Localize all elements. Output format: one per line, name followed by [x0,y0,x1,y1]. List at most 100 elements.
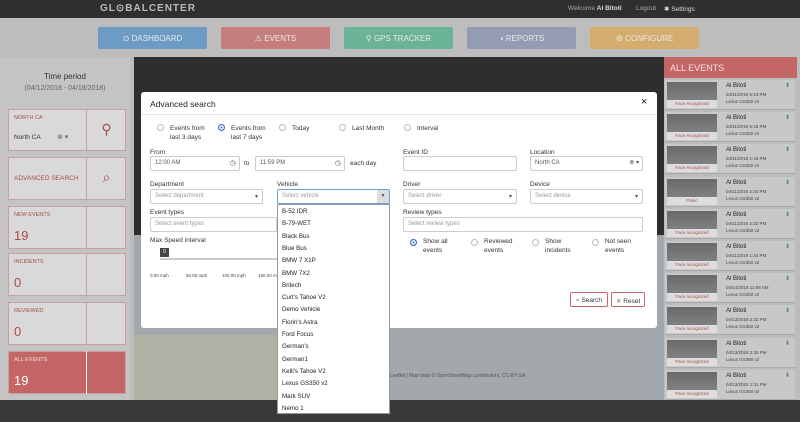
counter-box[interactable] [8,253,126,296]
counter-icon[interactable] [86,253,126,296]
to-value: 11:59 PM [260,160,286,166]
event-download[interactable]: ⬇ [785,115,791,122]
event-download[interactable]: ⬇ [785,372,791,379]
bottom-bar [0,400,800,422]
event-download[interactable]: ⬇ [785,276,791,283]
event-time: 04/13/2018 2:25 PM [726,349,767,355]
reset-button[interactable]: ✕ Reset [611,292,645,307]
event-download[interactable]: ⬇ [785,244,791,250]
event-types-select[interactable]: Select event types [150,217,277,232]
vehicle-option[interactable]: Curt's Tahoe V2 [282,294,326,302]
event-download[interactable]: ⬇ [785,211,791,218]
event-vehicle: Lexus GS350 v2 [726,227,760,233]
vehicle-option[interactable]: Kelli's Tahoe V2 [282,367,326,375]
department-placeholder: Select department [155,193,204,199]
nav-button[interactable]: ◑ REPORTS [467,27,576,49]
search-button[interactable]: ⌕ Search [570,292,608,307]
speed-handle[interactable]: 0 [160,248,169,257]
vehicle-option[interactable]: Ford Focus [282,331,314,338]
location-select[interactable]: North CA ⊗ ▾ [530,156,643,171]
event-vehicle: Lexus GS350 v2 [726,388,760,394]
review-radio[interactable] [410,239,417,246]
review-label: Show incidents [545,238,571,254]
vehicle-option[interactable]: BMW 7 X1P [282,257,316,265]
nav-label: EVENTS [264,34,297,43]
event-download[interactable]: ⬇ [785,308,791,315]
event-download[interactable]: ⬇ [785,147,791,154]
vehicle-option[interactable]: Britech [282,281,302,289]
vehicle-option[interactable]: Florin's Astra [282,318,318,326]
counter-box[interactable] [8,302,126,345]
modal-close[interactable]: × [641,96,648,108]
review-types-select[interactable]: Select review types [403,217,643,232]
nav-button[interactable]: ⚠ EVENTS [221,27,330,49]
event-tag: Face recognized [667,389,717,398]
vehicle-option[interactable]: Demo Vehicle [282,306,321,314]
counter-label: REVIEWED [14,308,44,314]
vehicle-select[interactable]: Select vehicle ▾ [277,189,390,204]
counter-box[interactable] [8,206,126,249]
search-icon[interactable]: ⌕ [86,157,126,200]
counter-icon[interactable] [86,206,126,249]
review-radio[interactable] [592,239,599,246]
review-label: Show all events [423,238,448,254]
location-controls[interactable]: ⊗ ▾ [57,134,69,141]
to-input[interactable]: 11:59 PM ◷ [255,156,345,171]
from-input[interactable]: 12:00 AM ◷ [150,156,240,171]
event-tag: Face recognized [667,132,717,141]
location-value[interactable]: North CA [14,134,41,141]
vehicle-option[interactable]: Nemo 1 [282,404,304,412]
settings[interactable]: ✱ Settings [664,6,695,13]
map-attribution: Leaflet | Map data © OpenStreetMap contr… [390,373,526,379]
event-types-placeholder: Select event types [155,221,205,227]
vehicle-option[interactable]: B-52 IDR [282,208,308,215]
vehicle-option[interactable]: Blue Bus [282,244,307,252]
driver-select[interactable]: Select driver ▾ [403,189,517,204]
vehicle-option[interactable]: Black Bus [282,232,310,240]
period-radio[interactable] [279,124,286,131]
logo[interactable]: GL⊙BALCENTER [100,3,196,14]
event-time: 04/11/2018 1:46 PM [726,156,767,162]
period-radio[interactable] [157,124,164,131]
device-select[interactable]: Select device ▾ [530,189,643,204]
department-select[interactable]: Select department ▾ [150,189,263,204]
logout[interactable]: Logout [636,5,656,12]
event-id-input[interactable] [403,156,517,171]
nav-button[interactable]: ⚙ CONFIGURE [590,27,699,49]
nav-label: REPORTS [505,34,545,43]
event-download[interactable]: ⬇ [785,340,791,347]
advanced-search[interactable]: ADVANCED SEARCH [14,175,79,182]
event-download[interactable]: ⬇ [785,83,791,89]
nav-button[interactable]: ⚲ GPS TRACKER [344,27,453,49]
modal-divider [141,114,657,115]
each-day: each day [350,160,377,167]
speed-track [160,258,277,260]
event-name: Al Bitoti [726,340,747,347]
period-radio[interactable] [218,124,225,131]
vehicle-option[interactable]: Mark SUV [282,392,311,400]
counter-box[interactable] [8,351,126,394]
advanced-search-box[interactable] [8,157,126,200]
counter-icon[interactable] [86,302,126,345]
time-period-range[interactable]: (04/12/2018 - 04/18/2018) [24,85,106,92]
period-label: Events from last 7 days [231,125,266,141]
event-types-label: Event types [150,209,184,216]
event-time: 04/13/2018 2:32 PM [726,317,767,323]
period-radio[interactable] [404,124,411,131]
event-download[interactable]: ⬇ [785,179,791,186]
period-radio[interactable] [339,124,346,131]
vehicle-option[interactable]: BMW 7X2 [282,269,310,277]
review-radio[interactable] [532,239,539,246]
vehicle-option[interactable]: German's [282,343,309,351]
vehicle-option[interactable]: Lexus GS350 v2 [282,380,328,388]
nav-button[interactable]: ⊙ DASHBOARD [98,27,207,49]
department-label: Department [150,181,184,188]
location-icon[interactable]: ⚲ [86,109,126,151]
review-radio[interactable] [471,239,478,246]
search-button-text: Search [581,297,603,304]
vehicle-option[interactable]: B-79-WET [282,220,311,228]
event-id-label: Event ID [403,149,428,156]
counter-icon[interactable] [86,351,126,394]
location-label: Location [530,149,555,156]
vehicle-option[interactable]: German1 [282,355,308,363]
